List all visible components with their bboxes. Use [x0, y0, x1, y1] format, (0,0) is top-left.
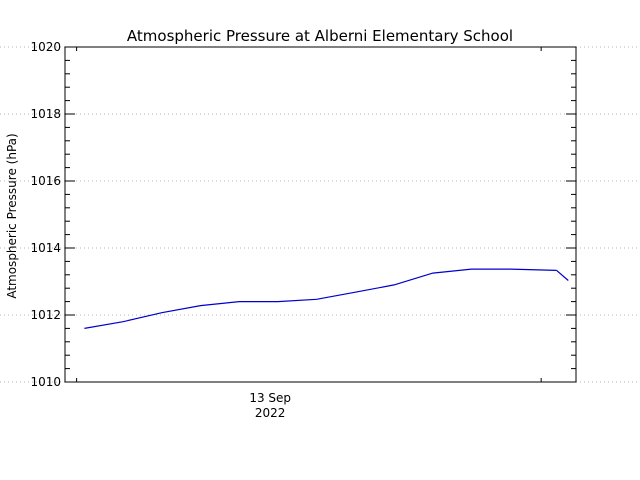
y-tick-label: 1016	[30, 174, 61, 188]
plot-frame	[64, 46, 577, 383]
grid-lines	[0, 46, 640, 383]
y-tick-label: 1012	[30, 308, 61, 322]
x-tick-label-year: 2022	[255, 406, 286, 420]
y-tick-label: 1010	[30, 375, 61, 389]
series-layer	[84, 268, 569, 329]
pressure-series-tail	[556, 269, 569, 281]
y-tick-label: 1014	[30, 241, 61, 255]
pressure-series-line	[84, 268, 557, 329]
chart-title: Atmospheric Pressure at Alberni Elementa…	[127, 27, 513, 45]
y-axis-label: Atmospheric Pressure (hPa)	[5, 133, 19, 298]
y-tick-label: 1020	[30, 40, 61, 54]
axis-ticks	[65, 46, 576, 383]
y-tick-label: 1018	[30, 107, 61, 121]
x-tick-label-date: 13 Sep	[249, 391, 291, 405]
